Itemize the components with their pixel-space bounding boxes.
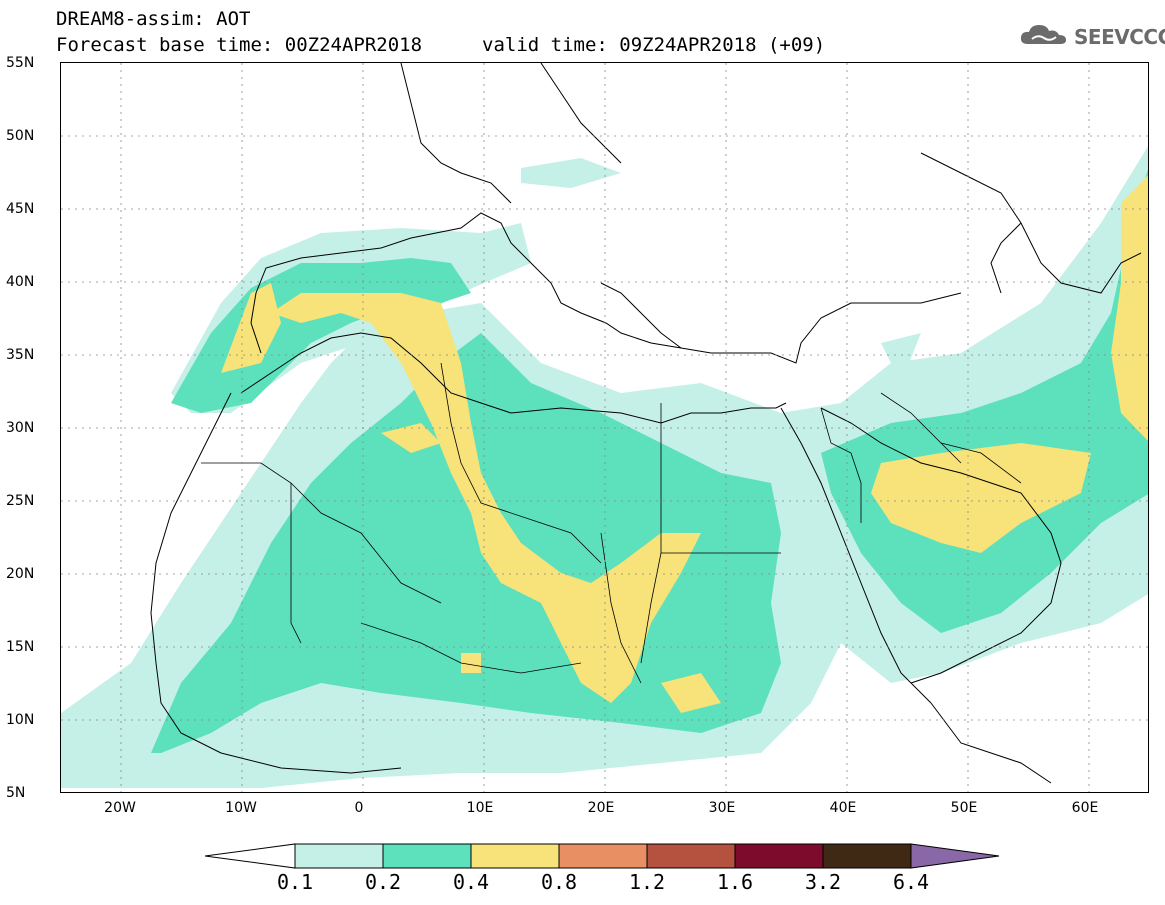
country-borders	[201, 362, 1022, 684]
lon-label-20e: 20E	[587, 800, 615, 816]
colorbar-label-0.1: 0.1	[276, 870, 314, 894]
cloud-icon	[1018, 22, 1070, 52]
colorbar-bin-1.6-3.2	[734, 843, 824, 869]
map-panel	[60, 62, 1149, 793]
lon-label-0: 0	[354, 800, 364, 816]
aot-map	[61, 63, 1148, 792]
aot-colorbar	[204, 842, 1000, 874]
colorbar-label-1.6: 1.6	[716, 870, 754, 894]
lon-label-20w: 20W	[104, 800, 136, 816]
colorbar-label-1.2: 1.2	[628, 870, 666, 894]
lat-label-45n: 45N	[6, 201, 35, 217]
lat-label-25n: 25N	[6, 493, 35, 509]
valid-time: valid time: 09Z24APR2018 (+09)	[482, 34, 826, 56]
colorbar-bin-0.2-0.4	[382, 843, 472, 869]
colorbar-label-3.2: 3.2	[804, 870, 842, 894]
colorbar-bin-0.1-0.2	[294, 843, 384, 869]
lon-label-60e: 60E	[1071, 800, 1099, 816]
lat-label-50n: 50N	[6, 128, 35, 144]
colorbar-under-arrow	[204, 843, 296, 869]
aot-band-yellow	[221, 175, 1148, 713]
colorbar-bin-3.2-6.4	[822, 843, 912, 869]
seevccc-logo: SEEVCCC	[1018, 22, 1165, 52]
lat-label-35n: 35N	[6, 347, 35, 363]
colorbar-bin-1.2-1.6	[646, 843, 736, 869]
colorbar-label-6.4: 6.4	[892, 870, 930, 894]
logo-text: SEEVCCC	[1074, 25, 1165, 49]
lat-label-10n: 10N	[6, 712, 35, 728]
graticule	[61, 63, 1148, 792]
lat-label-55n: 55N	[6, 55, 35, 71]
colorbar-label-0.8: 0.8	[540, 870, 578, 894]
lat-label-5n: 5N	[6, 785, 26, 801]
title-line-1: DREAM8-assim: AOT	[56, 8, 251, 30]
lat-label-15n: 15N	[6, 639, 35, 655]
forecast-base-time: Forecast base time: 00Z24APR2018	[56, 34, 423, 56]
lat-label-30n: 30N	[6, 420, 35, 436]
lat-label-40n: 40N	[6, 274, 35, 290]
colorbar-label-0.4: 0.4	[452, 870, 490, 894]
lon-label-40e: 40E	[829, 800, 857, 816]
lon-label-10e: 10E	[466, 800, 494, 816]
lat-label-20n: 20N	[6, 566, 35, 582]
colorbar-bin-0.8-1.2	[558, 843, 648, 869]
colorbar-label-0.2: 0.2	[364, 870, 402, 894]
lon-label-30e: 30E	[708, 800, 736, 816]
coastlines	[150, 63, 1142, 784]
lon-label-10w: 10W	[225, 800, 257, 816]
lon-label-50e: 50E	[950, 800, 978, 816]
colorbar-bin-0.4-0.8	[470, 843, 560, 869]
colorbar-over-arrow	[910, 843, 1000, 869]
